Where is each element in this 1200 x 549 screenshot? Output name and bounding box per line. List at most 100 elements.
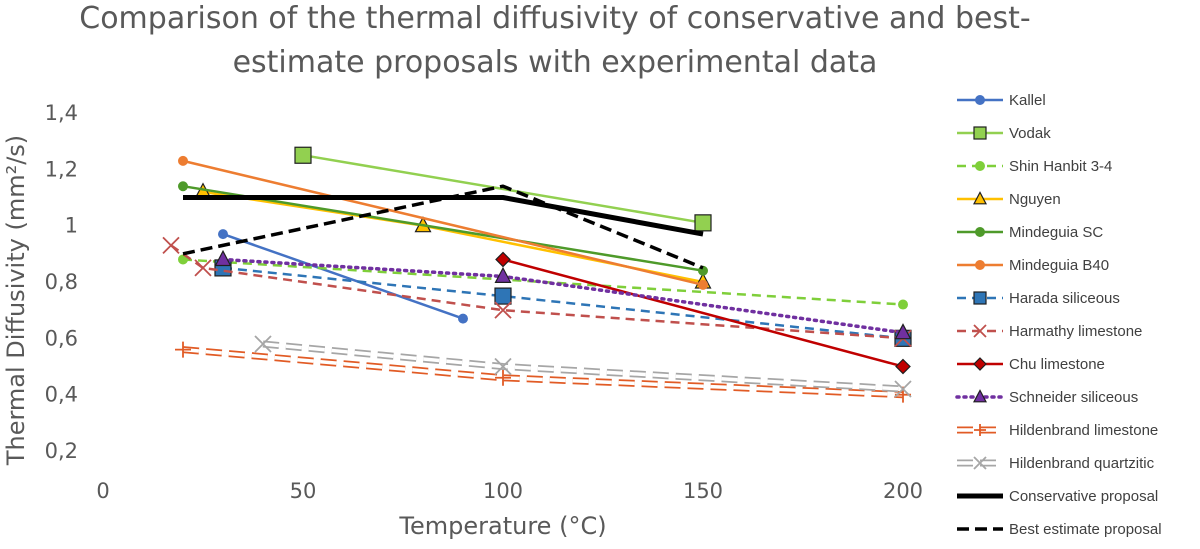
legend-label: Chu limestone [1009,356,1105,373]
legend-label: Hildenbrand limestone [1009,422,1158,439]
series-schneider-siliceous [214,249,912,340]
legend-item-harmathy-limestone: Harmathy limestone [957,323,1142,340]
chart-title-line1: Comparison of the thermal diffusivity of… [79,1,1030,36]
data-point [178,155,188,166]
data-point [494,301,512,319]
series-mindeguia-sc [178,181,708,276]
series-line-hildenbrand-limestone-inner [182,347,904,397]
legend-item-nguyen: Nguyen [957,191,1061,208]
legend-marker [975,95,985,105]
legend-item-harada-siliceous: Harada siliceous [957,290,1120,307]
series-line-kallel [222,232,464,320]
legend-label: Harmathy limestone [1009,323,1142,340]
legend-marker [975,260,985,270]
legend-label: Vodak [1009,125,1051,142]
legend-marker [973,389,987,403]
data-point [494,266,512,283]
legend-item-schneider-siliceous: Schneider siliceous [955,389,1138,406]
y-axis-title: Thermal Diffusivity (mm²/s) [2,135,30,466]
legend-marker [973,357,987,371]
y-tick-label: 1,4 [45,101,78,125]
legend-marker [973,191,987,205]
legend-item-vodak: Vodak [957,125,1051,142]
legend-label: Mindeguia SC [1009,224,1103,241]
legend-marker [975,161,985,171]
series-line-vodak [302,153,704,225]
data-point [694,214,712,232]
legend-label: Schneider siliceous [1009,389,1138,406]
y-tick-label: 0,4 [45,383,78,407]
y-tick-label: 0,6 [45,326,78,350]
legend-label: Nguyen [1009,191,1061,208]
series-mindeguia-b40 [178,155,708,290]
series-chu-limestone [495,251,911,375]
legend-item-mindeguia-sc: Mindeguia SC [957,224,1103,241]
chart-title-line2: estimate proposals with experimental dat… [233,45,878,80]
y-tick-label: 1 [65,214,78,238]
x-tick-label: 150 [683,479,723,503]
series-line-mindeguia-sc [182,184,704,272]
legend-label: Best estimate proposal [1009,521,1162,538]
series-line-chu-limestone [502,258,904,368]
x-tick-label: 100 [483,479,523,503]
x-tick-label: 0 [96,479,109,503]
legend-marker [973,324,987,338]
data-point [254,335,272,353]
data-point [178,181,188,192]
series-harmathy-limestone [162,236,912,347]
data-point [495,369,511,386]
legend-item-conservative-proposal: Conservative proposal [957,488,1158,505]
series-hildenbrand-quartzitic [254,335,912,398]
legend-label: Mindeguia B40 [1009,257,1109,274]
legend-item-shin-hanbit-3-4: Shin Hanbit 3-4 [957,158,1112,175]
x-axis-title: Temperature (°C) [398,512,606,540]
y-tick-label: 0,2 [45,439,78,463]
data-point [194,259,212,277]
legend-item-hildenbrand-limestone: Hildenbrand limestone [957,422,1158,439]
legend-item-mindeguia-b40: Mindeguia B40 [957,257,1109,274]
series-line-mindeguia-b40 [182,159,704,287]
series-line-harmathy-limestone [170,244,904,340]
legend-marker [973,456,987,470]
data-point [162,236,180,255]
data-point [494,357,512,376]
legend-item-chu-limestone: Chu limestone [957,356,1105,373]
legend-marker [974,424,986,436]
y-tick-label: 0,8 [45,270,78,294]
data-point [898,299,908,310]
data-point [894,380,912,398]
legend-marker [973,126,987,140]
plot-area: 0,2 0,4 0,6 0,8 1 1,2 1,4 0 50 100 150 200 [45,101,923,503]
series-line-harada-siliceous [222,266,904,340]
y-tick-label: 1,2 [45,157,78,181]
series-vodak [294,146,712,232]
series-harada-siliceous [214,259,912,347]
data-point [294,146,312,164]
legend-label: Kallel [1009,92,1046,109]
legend-label: Hildenbrand quartzitic [1009,455,1155,472]
legend-item-hildenbrand-quartzitic: Hildenbrand quartzitic [957,455,1155,472]
data-point [175,341,191,358]
series-hildenbrand-limestone [175,341,911,403]
legend-label: Shin Hanbit 3-4 [1009,158,1112,175]
data-point [458,313,468,324]
data-point [895,358,911,375]
data-point [894,323,912,340]
series-line-best-estimate-proposal [182,184,704,270]
series-line-conservative-proposal [183,195,704,237]
x-tick-label: 200 [883,479,923,503]
series-conservative-proposal [183,195,704,237]
legend-item-best-estimate-proposal: Best estimate proposal [957,521,1162,538]
data-point [698,279,708,290]
legend-label: Harada siliceous [1009,290,1120,307]
legend: Kallel Vodak Shin Hanbit 3-4 Nguyen Mindegui… [955,92,1162,538]
series-best-estimate-proposal [182,184,704,270]
x-tick-label: 50 [290,479,317,503]
legend-label: Conservative proposal [1009,488,1158,505]
legend-item-kallel: Kallel [957,92,1046,109]
data-point [494,287,512,305]
data-point [218,229,228,240]
legend-marker [975,227,985,237]
legend-marker [973,291,987,305]
